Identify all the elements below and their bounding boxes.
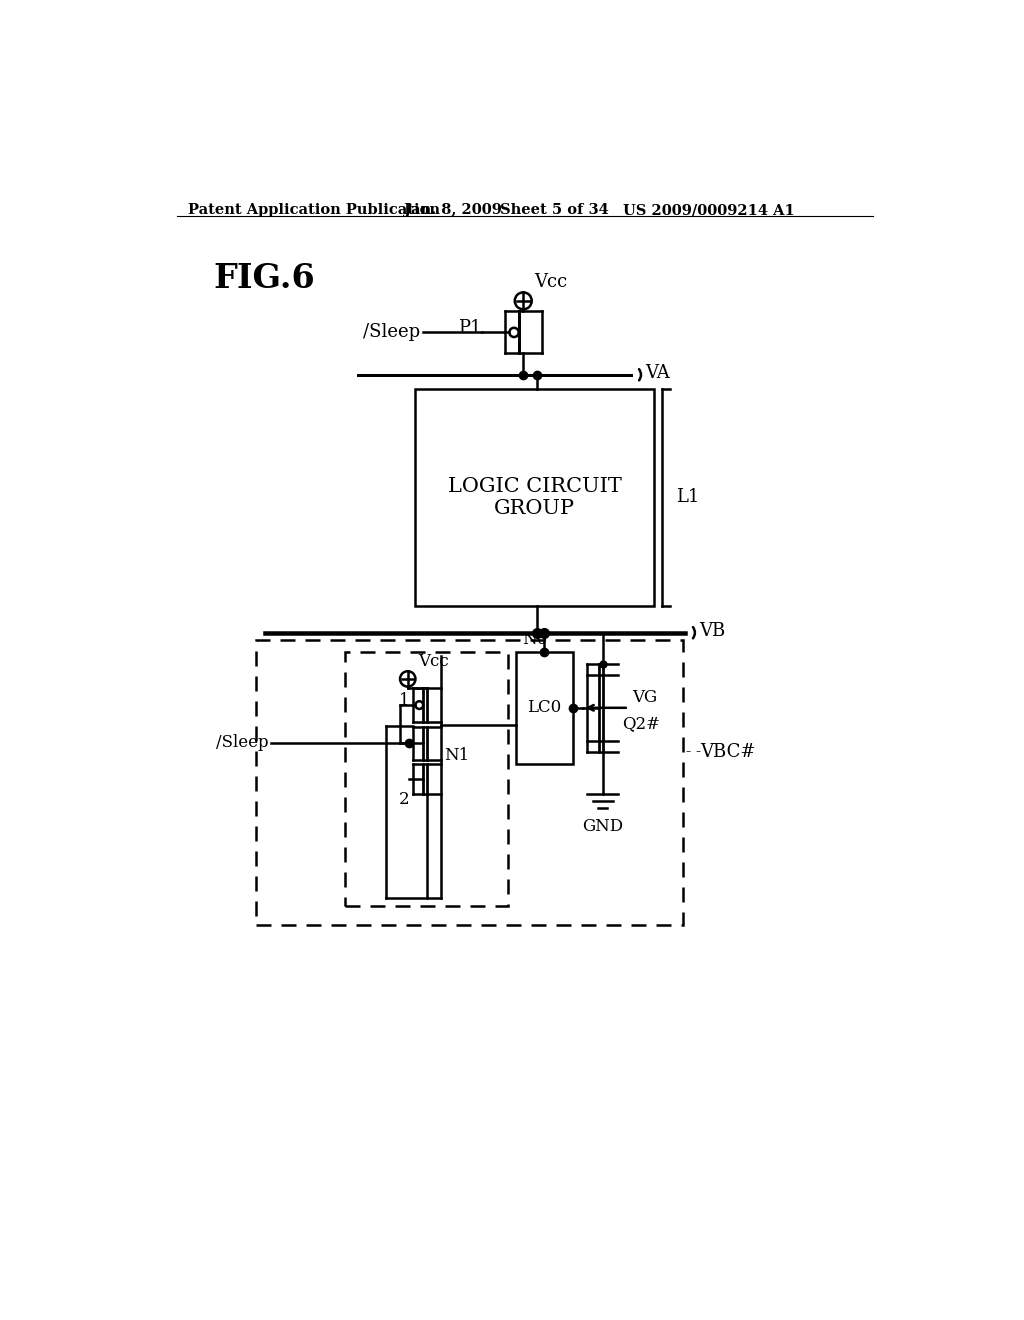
Text: Jan. 8, 2009: Jan. 8, 2009 bbox=[403, 203, 502, 216]
Text: P1: P1 bbox=[458, 318, 481, 337]
Text: N0: N0 bbox=[521, 631, 547, 648]
Text: 2: 2 bbox=[399, 791, 410, 808]
Text: /Sleep: /Sleep bbox=[216, 734, 268, 751]
Text: Patent Application Publication: Patent Application Publication bbox=[188, 203, 440, 216]
Text: VBC#: VBC# bbox=[700, 743, 756, 762]
Text: LOGIC CIRCUIT
GROUP: LOGIC CIRCUIT GROUP bbox=[447, 477, 622, 517]
Text: - -: - - bbox=[686, 744, 701, 759]
Text: Q2#: Q2# bbox=[622, 715, 659, 733]
Bar bbox=[416, 388, 654, 606]
Bar bbox=[256, 640, 683, 925]
Text: FIG.6: FIG.6 bbox=[214, 263, 315, 296]
Text: VA: VA bbox=[645, 364, 670, 383]
Text: VB: VB bbox=[698, 622, 725, 640]
Bar bbox=[345, 652, 508, 906]
Text: Vcc: Vcc bbox=[535, 273, 567, 290]
Text: 1: 1 bbox=[399, 692, 410, 709]
Text: L1: L1 bbox=[676, 488, 699, 506]
Text: N1: N1 bbox=[444, 747, 469, 764]
Text: /Sleep: /Sleep bbox=[362, 322, 420, 341]
Text: GND: GND bbox=[582, 817, 624, 834]
Text: US 2009/0009214 A1: US 2009/0009214 A1 bbox=[624, 203, 795, 216]
Bar bbox=[515, 652, 573, 763]
Text: VG: VG bbox=[632, 689, 657, 706]
Text: LC0: LC0 bbox=[527, 700, 561, 717]
Text: Sheet 5 of 34: Sheet 5 of 34 bbox=[500, 203, 609, 216]
Text: Vcc: Vcc bbox=[418, 652, 449, 669]
